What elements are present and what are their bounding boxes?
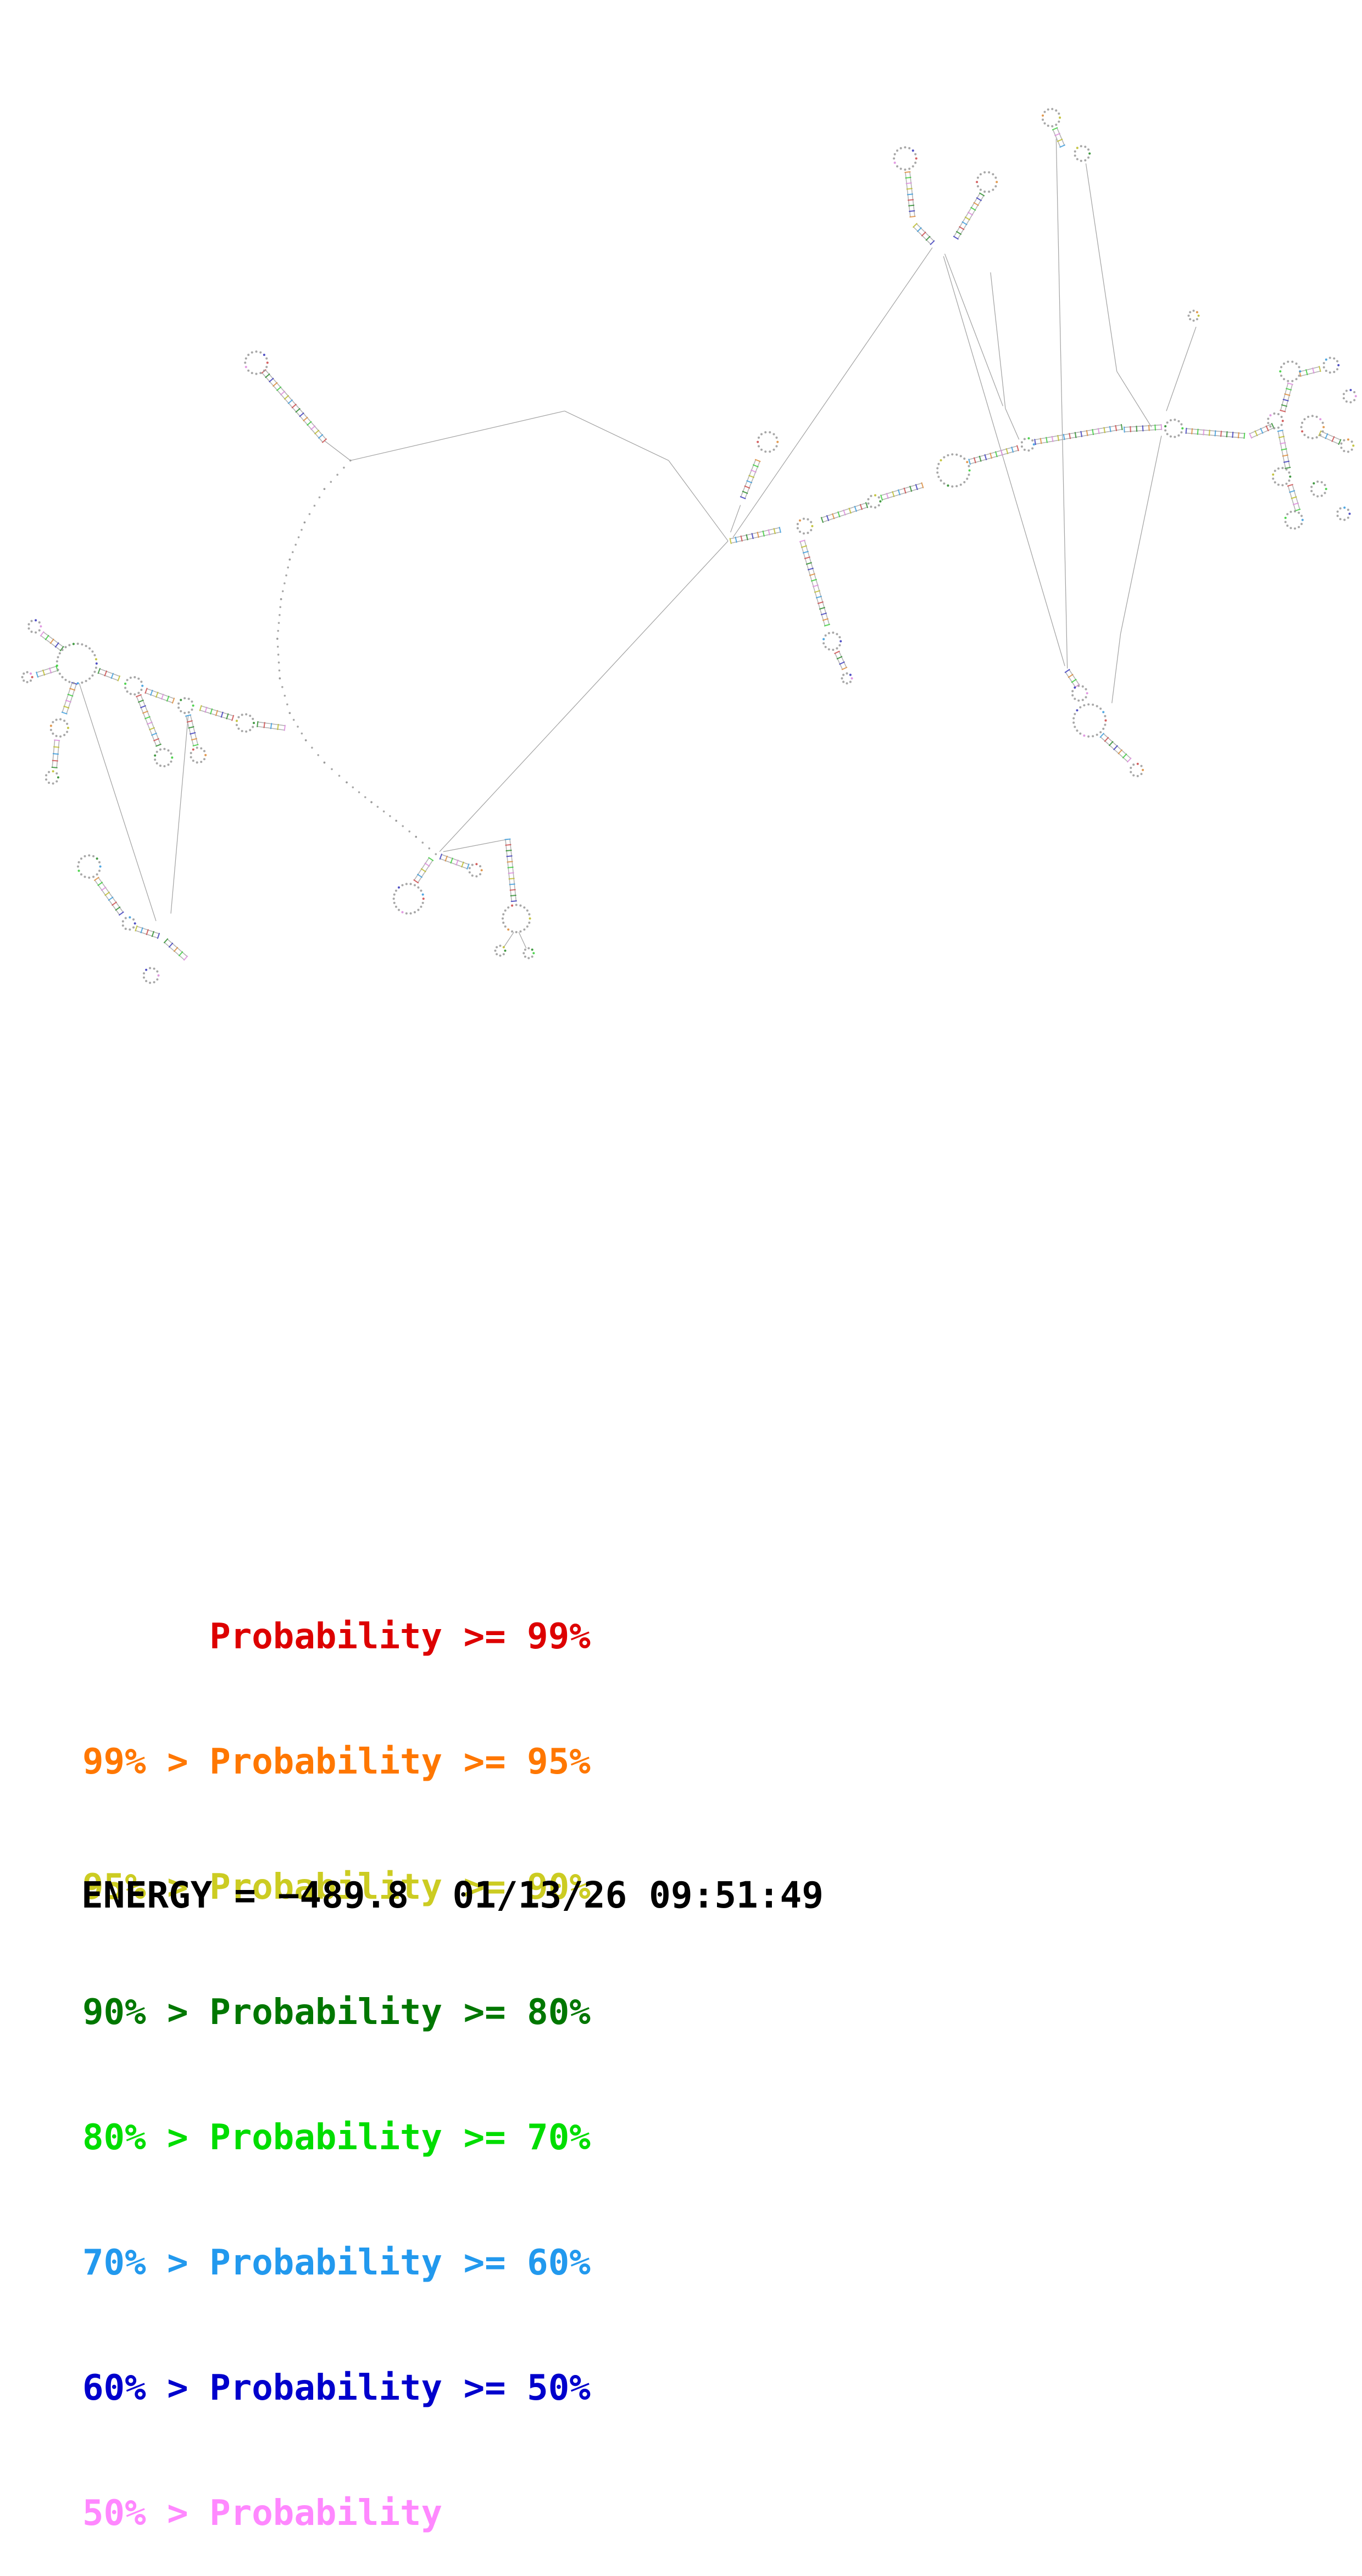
probability-legend: Probability >= 99% 99% > Probability >= … [82, 1532, 591, 2576]
legend-row: 99% > Probability >= 95% [82, 1742, 591, 1782]
rna-structure-panel [0, 0, 1362, 1044]
energy-line: ENERGY = −489.8 01/13/26 09:51:49 [81, 1874, 824, 1916]
legend-row: 60% > Probability >= 50% [82, 2368, 591, 2408]
legend-row: 50% > Probability [82, 2493, 443, 2534]
rna-secondary-structure-drawing [21, 108, 1357, 984]
legend-row: 90% > Probability >= 80% [82, 1992, 591, 2033]
legend-row: Probability >= 99% [82, 1616, 591, 1657]
legend-row: 80% > Probability >= 70% [82, 2117, 591, 2158]
legend-row: 95% > Probability >= 90% [82, 1867, 591, 1908]
legend-row: 70% > Probability >= 60% [82, 2243, 591, 2283]
